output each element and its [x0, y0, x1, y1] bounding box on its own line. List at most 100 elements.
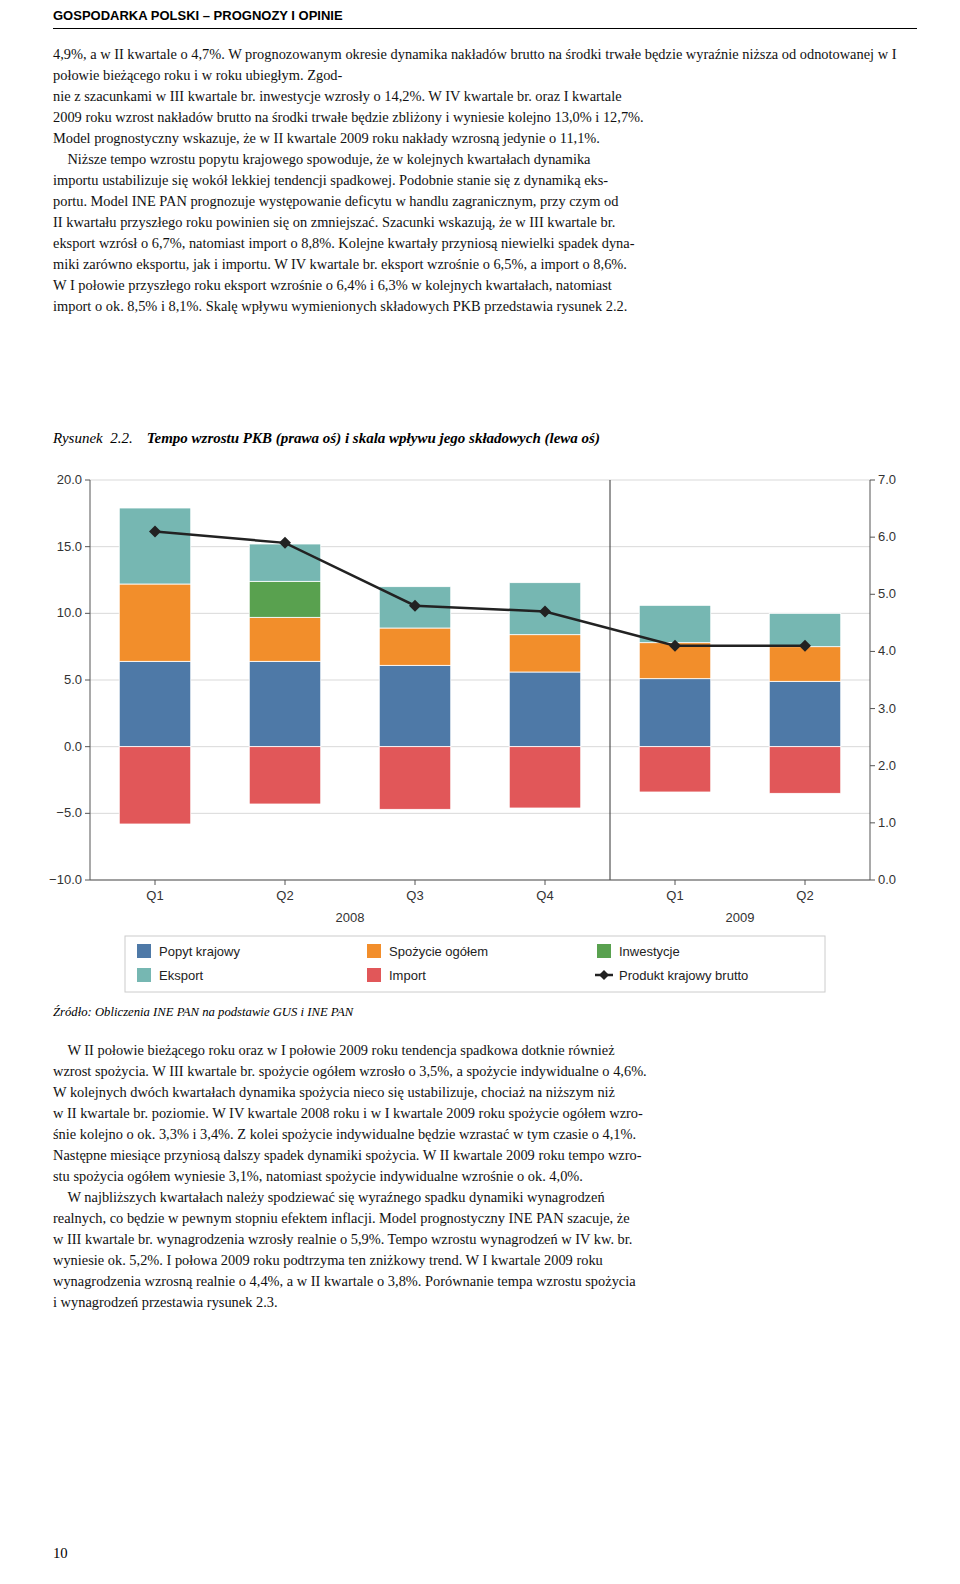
grid-line	[90, 613, 870, 614]
bar-segment	[119, 747, 191, 824]
y-tick	[85, 480, 90, 481]
chart: −10.0 −5.0 0.0 5.0 10.0 15.0 20.0 0.0 1.0 2.0 3.0 4…	[0, 460, 960, 1000]
bar-segment	[509, 747, 581, 808]
y-tick	[85, 813, 90, 814]
x-tick-label: Q1	[146, 888, 163, 903]
x-tick-label: Q3	[406, 888, 423, 903]
y2-tick	[870, 537, 875, 538]
x-tick	[415, 880, 416, 885]
x-tick-label: Q2	[796, 888, 813, 903]
y2-tick	[870, 651, 875, 652]
x-tick	[805, 880, 806, 885]
y2-tick-label: 6.0	[878, 529, 896, 544]
legend-label: Import	[389, 968, 426, 983]
page-number: 10	[53, 1545, 68, 1562]
line-marker	[279, 537, 291, 549]
y-tick-label: −10.0	[49, 872, 82, 887]
y2-axis-line	[870, 480, 871, 880]
grid-line	[90, 680, 870, 681]
source-note: Źródło: Obliczenia INE PAN na podstawie …	[53, 1005, 353, 1020]
bar-segment	[639, 605, 711, 642]
bar-segment	[119, 584, 191, 661]
bar-segment	[379, 747, 451, 810]
y2-tick	[870, 594, 875, 595]
y2-tick-label: 1.0	[878, 815, 896, 830]
header-label: GOSPODARKA POLSKI – PROGNOZY I OPINIE	[53, 8, 343, 23]
x-tick	[155, 880, 156, 885]
grid-line	[90, 880, 870, 881]
y-tick-label: 10.0	[57, 605, 82, 620]
legend-swatch	[597, 944, 611, 958]
grid-line	[90, 813, 870, 814]
y-tick	[85, 546, 90, 547]
bar-segment	[509, 583, 581, 635]
bar-segment	[639, 747, 711, 792]
bar-segment	[249, 544, 321, 581]
legend-swatch	[367, 968, 381, 982]
y2-tick	[870, 822, 875, 823]
y-tick-label: −5.0	[56, 805, 82, 820]
plot-area	[119, 508, 841, 824]
x-axis-line	[90, 880, 870, 881]
y2-tick-label: 5.0	[878, 586, 896, 601]
y-tick-label: 5.0	[64, 672, 82, 687]
bar-segment	[509, 635, 581, 672]
grid-line	[90, 546, 870, 547]
y-axis-line	[90, 480, 91, 880]
group-separator	[610, 480, 611, 880]
page: GOSPODARKA POLSKI – PROGNOZY I OPINIE4,9…	[0, 0, 960, 1584]
x-tick-label: Q1	[666, 888, 683, 903]
y2-tick	[870, 880, 875, 881]
bar-segment	[249, 617, 321, 661]
x-tick-label: Q4	[536, 888, 553, 903]
y2-tick-label: 4.0	[878, 643, 896, 658]
legend-label: Spożycie ogółem	[389, 944, 488, 959]
y2-tick-label: 2.0	[878, 758, 896, 773]
x-tick	[675, 880, 676, 885]
grid-line	[90, 480, 870, 481]
bar-segment	[639, 679, 711, 747]
group-label: 2008	[336, 910, 365, 925]
bar-segment	[769, 681, 841, 746]
bar-segment	[379, 628, 451, 665]
legend-label: Popyt krajowy	[159, 944, 240, 959]
bar-segment	[119, 661, 191, 746]
y-tick-label: 20.0	[57, 472, 82, 487]
x-tick	[285, 880, 286, 885]
legend-label: Produkt krajowy brutto	[619, 968, 748, 983]
legend-frame	[125, 936, 825, 992]
group-label: 2009	[726, 910, 755, 925]
bar-segment	[249, 661, 321, 746]
title: Tempo wzrostu PKB (prawa oś) i skala wpł…	[147, 430, 600, 446]
figure-label: Rysunek 2.2.	[53, 430, 133, 446]
legend-swatch-marker	[599, 970, 609, 980]
line-marker	[409, 600, 421, 612]
grid-line	[90, 746, 870, 747]
y2-tick-label: 3.0	[878, 701, 896, 716]
y2-tick-label: 0.0	[878, 872, 896, 887]
bottom-text: W II połowie bieżącego roku oraz w I poł…	[53, 1040, 913, 1313]
legend-label: Inwestycje	[619, 944, 680, 959]
bar-segment	[379, 665, 451, 746]
y-tick-label: 15.0	[57, 539, 82, 554]
line-marker	[149, 525, 161, 537]
y-tick	[85, 680, 90, 681]
y-tick	[85, 880, 90, 881]
y2-tick	[870, 765, 875, 766]
x-tick	[545, 880, 546, 885]
y2-tick	[870, 480, 875, 481]
bar-segment	[769, 647, 841, 682]
y2-tick	[870, 708, 875, 709]
legend-label: Eksport	[159, 968, 203, 983]
line-marker	[799, 640, 811, 652]
line-marker	[669, 640, 681, 652]
x-tick-label: Q2	[276, 888, 293, 903]
bar-segment	[249, 747, 321, 804]
y2-tick-label: 7.0	[878, 472, 896, 487]
line-marker	[539, 605, 551, 617]
legend-swatch	[137, 968, 151, 982]
y-tick-label: 0.0	[64, 739, 82, 754]
y-tick	[85, 746, 90, 747]
line	[155, 531, 805, 645]
header-rule	[53, 28, 917, 29]
